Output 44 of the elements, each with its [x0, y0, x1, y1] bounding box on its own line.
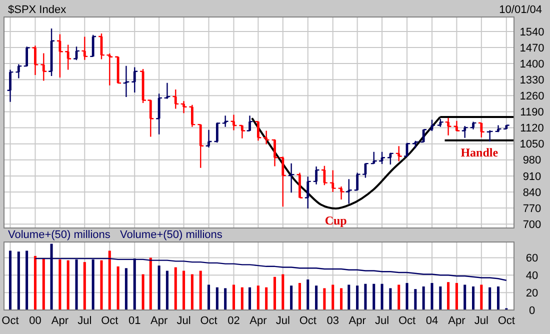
x-tick-label: 03 [326, 315, 339, 327]
text: Volume+(50) millions [120, 229, 223, 241]
x-tick-label: Oct [200, 315, 218, 327]
chart-title: $SPX Index [8, 4, 67, 16]
y-tick-label: 1190 [520, 106, 544, 119]
y-tick-label: 840 [522, 186, 542, 199]
annotation: Cup [324, 214, 348, 228]
y-tick-label: 1470 [520, 42, 544, 54]
annotation: Handle [460, 146, 499, 160]
x-tick-label: Apr [150, 315, 168, 327]
y-tick-label: 770 [522, 202, 542, 215]
y-tick-label: 60 [526, 252, 538, 265]
y-tick-label: 1260 [520, 90, 544, 103]
x-tick-label: Apr [51, 315, 69, 327]
y-tick-label: 1120 [520, 122, 544, 135]
x-tick-label: Jul [276, 315, 290, 327]
x-tick-label: Oct [101, 315, 118, 327]
x-tick-label: Apr [348, 315, 366, 327]
y-tick-label: 1400 [520, 58, 544, 70]
x-tick-label: Oct [398, 315, 416, 327]
y-tick-label: 1330 [520, 74, 544, 86]
y-tick-label: 1540 [520, 26, 544, 38]
x-tick-label: 01 [128, 315, 141, 327]
x-tick-label: Jul [176, 315, 191, 327]
x-tick-label: Jul [78, 315, 92, 327]
x-tick-label: Apr [448, 315, 466, 327]
x-tick-label: 04 [426, 315, 438, 327]
x-tick-label: 02 [228, 315, 240, 327]
y-tick-label: 20 [526, 287, 538, 300]
x-tick-label: Jul [474, 315, 488, 327]
text: 10/01/04 [499, 4, 542, 16]
x-tick-label: Jul [374, 315, 390, 327]
y-tick-label: 980 [522, 154, 542, 167]
x-tick-label: Oct [2, 315, 19, 327]
y-tick-label: 0 [528, 304, 536, 317]
chart-title: Volume+(50) millions [8, 229, 111, 241]
x-tick-label: Oct [498, 315, 515, 327]
x-tick-label: Apr [250, 315, 268, 327]
y-tick-label: 1050 [520, 138, 544, 151]
y-tick-label: 910 [522, 170, 542, 183]
y-tick-label: 700 [522, 218, 542, 231]
y-tick-label: 40 [526, 270, 538, 282]
x-tick-label: 00 [29, 315, 42, 327]
x-tick-label: Oct [299, 315, 316, 327]
